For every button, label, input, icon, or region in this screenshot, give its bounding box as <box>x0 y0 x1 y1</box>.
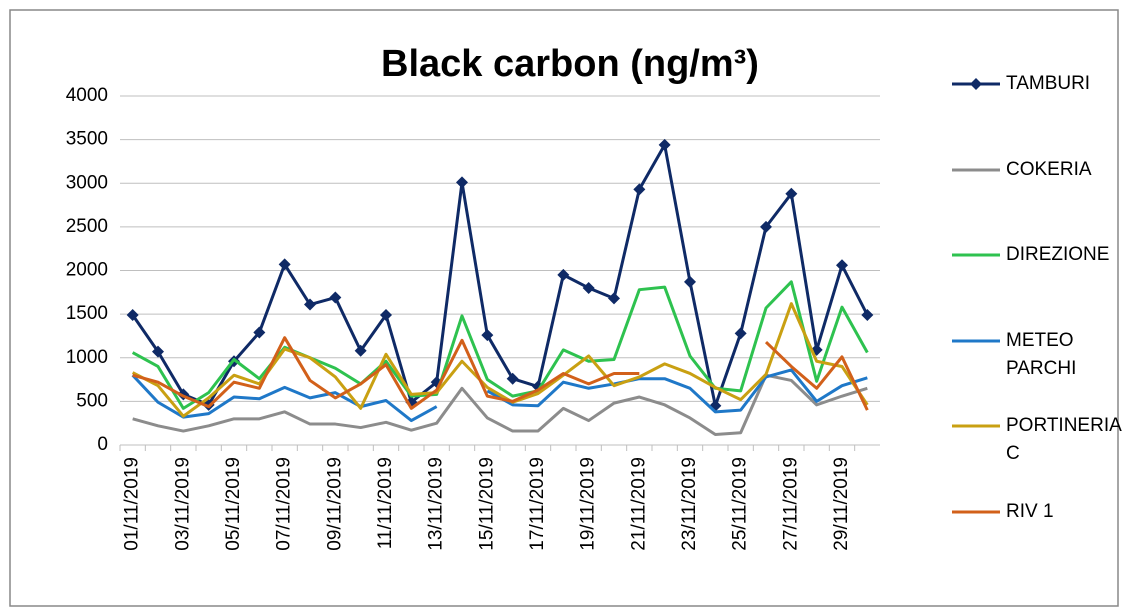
data-point <box>836 259 848 272</box>
data-point <box>861 308 874 321</box>
x-tick-label: 15/11/2019 <box>476 457 497 551</box>
y-tick-label: 3500 <box>66 129 108 150</box>
x-tick-label: 25/11/2019 <box>730 457 751 551</box>
series-line <box>131 143 869 408</box>
legend-item: RIV 1 <box>950 498 1130 526</box>
legend-swatch <box>952 253 1000 257</box>
x-tick-label: 11/11/2019 <box>375 457 396 549</box>
x-tick-label: 17/11/2019 <box>527 457 548 551</box>
y-tick-label: 1500 <box>66 303 108 324</box>
y-tick-label: 2000 <box>66 260 108 281</box>
series-line <box>131 302 869 418</box>
data-point <box>126 308 139 321</box>
legend-item: TAMBURI <box>950 70 1130 98</box>
legend-label: DIREZIONE <box>1006 244 1110 265</box>
legend-label: COKERIA <box>1006 158 1092 180</box>
data-point <box>658 138 671 151</box>
data-point <box>506 372 519 385</box>
series-line <box>132 373 868 437</box>
data-point <box>253 326 266 339</box>
x-tick-label: 07/11/2019 <box>274 457 295 551</box>
x-tick-label: 13/11/2019 <box>426 457 447 551</box>
data-point <box>557 268 570 281</box>
data-point <box>278 258 291 271</box>
data-point <box>734 327 747 340</box>
legend-swatch <box>952 78 1000 90</box>
legend-label: METEO PARCHI <box>1006 329 1077 379</box>
legend-swatch <box>952 424 1000 428</box>
y-tick-label: 2500 <box>66 216 108 237</box>
data-point <box>785 187 798 200</box>
x-tick-label: 29/11/2019 <box>831 457 852 551</box>
series-line <box>764 340 869 411</box>
y-tick-label: 500 <box>76 390 108 411</box>
x-tick-label: 05/11/2019 <box>223 457 244 551</box>
legend-item: COKERIA <box>950 156 1130 184</box>
data-point <box>633 183 646 196</box>
data-point <box>684 275 696 288</box>
x-tick-label: 01/11/2019 <box>122 457 143 551</box>
legend-marker <box>970 78 982 90</box>
data-point <box>354 344 367 357</box>
y-tick-label: 0 <box>97 434 108 455</box>
y-tick-label: 3000 <box>66 172 108 193</box>
chart-title: Black carbon (ng/m³) <box>381 43 759 85</box>
data-point <box>304 298 316 311</box>
data-point <box>456 176 468 189</box>
data-point <box>152 345 164 358</box>
legend-swatch <box>952 339 1000 342</box>
data-point <box>329 291 342 304</box>
x-tick-label: 27/11/2019 <box>780 457 801 551</box>
legend-label: TAMBURI <box>1006 73 1091 94</box>
data-point <box>608 292 620 305</box>
x-tick-label: 03/11/2019 <box>172 457 193 551</box>
legend-label: RIV 1 <box>1006 500 1054 522</box>
data-point <box>760 220 772 233</box>
legend-item: PORTINERIA C <box>950 412 1130 468</box>
legend-swatch <box>952 510 1000 513</box>
x-tick-label: 19/11/2019 <box>578 457 599 551</box>
x-tick-label: 09/11/2019 <box>324 457 345 551</box>
legend-item: METEO PARCHI <box>950 327 1130 383</box>
y-tick-label: 4000 <box>66 85 108 106</box>
y-tick-label: 1000 <box>66 347 108 368</box>
frame <box>9 9 1119 607</box>
data-point <box>380 308 392 321</box>
legend-swatch <box>952 168 1000 171</box>
data-point <box>481 329 494 342</box>
legend-item: DIREZIONE <box>950 241 1130 269</box>
data-point <box>582 281 595 294</box>
x-tick-label: 23/11/2019 <box>679 457 700 551</box>
legend-label: PORTINERIA C <box>1006 415 1121 464</box>
x-tick-label: 21/11/2019 <box>628 457 649 551</box>
series-line <box>131 280 869 410</box>
series-line <box>132 336 640 410</box>
series-line <box>486 368 868 414</box>
